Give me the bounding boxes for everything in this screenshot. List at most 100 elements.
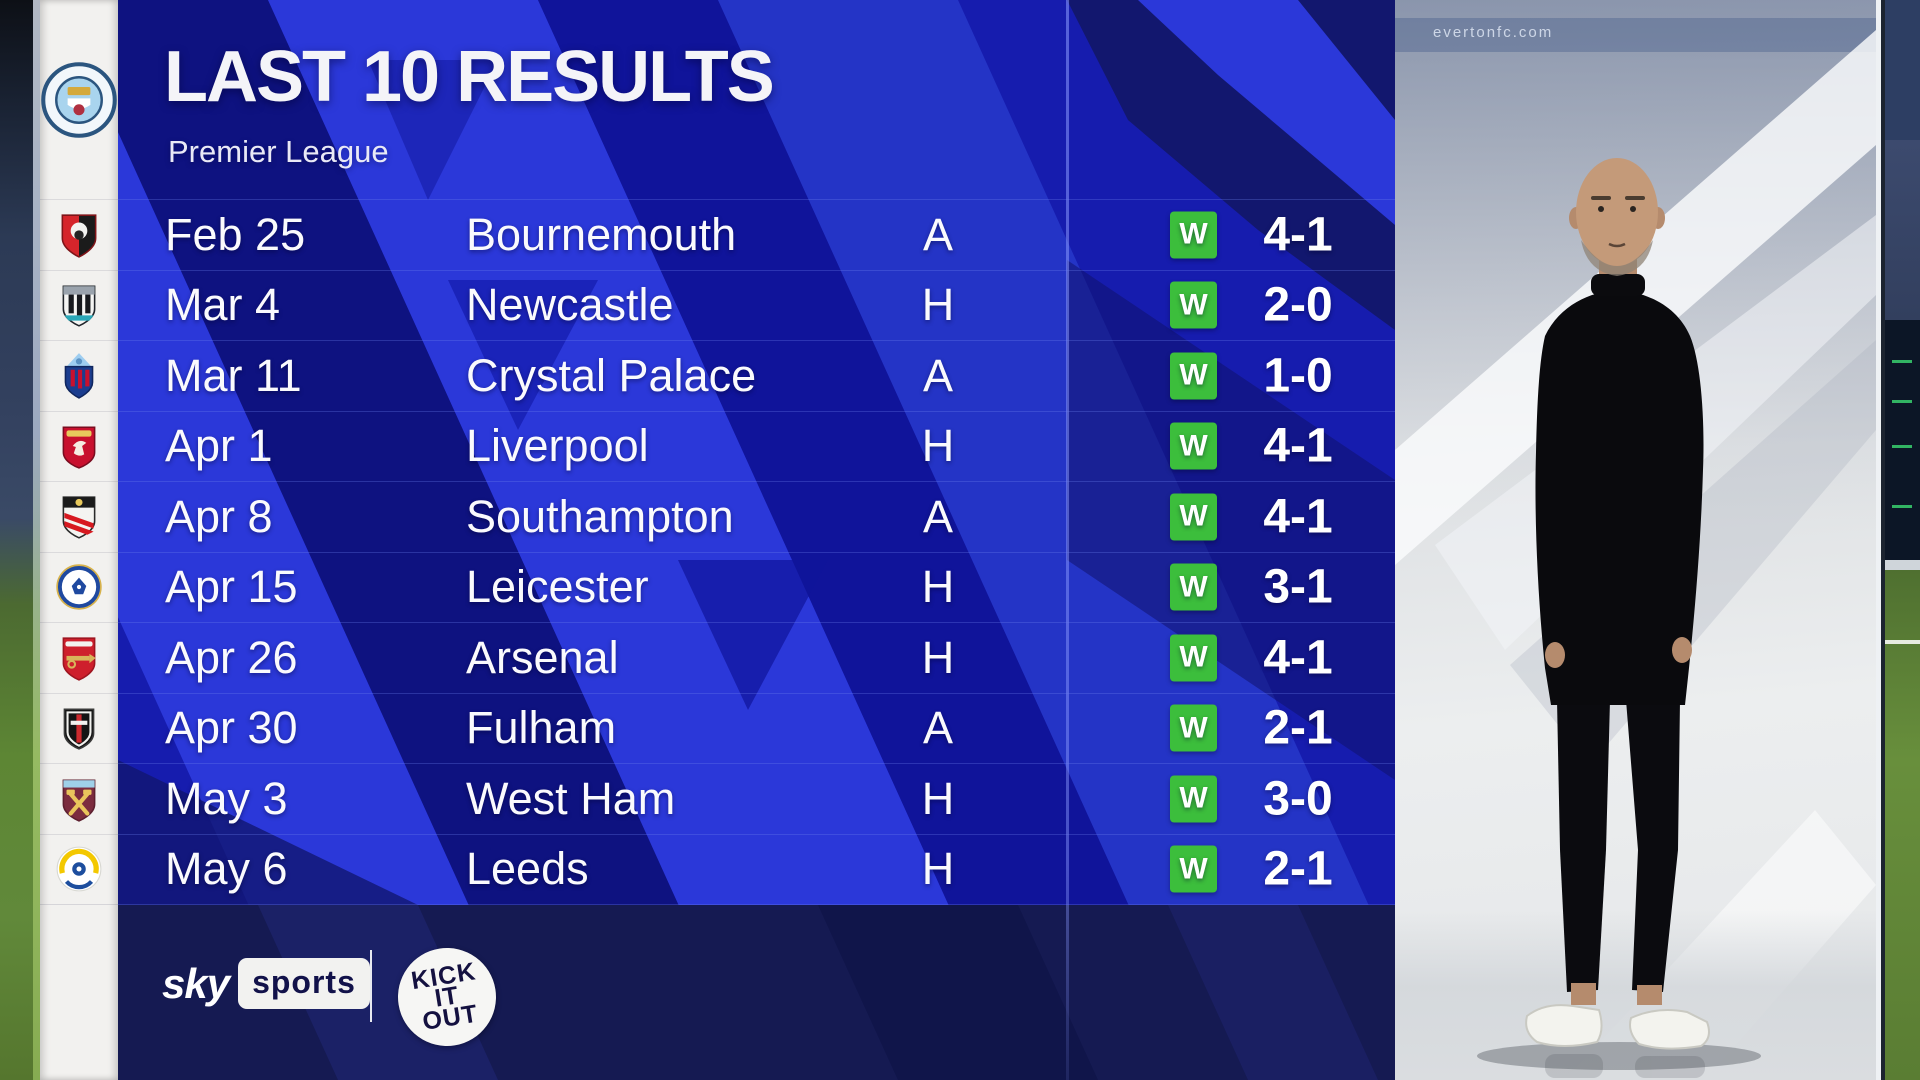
win-badge: W: [1170, 211, 1217, 259]
win-badge: W: [1170, 704, 1217, 752]
result-row: May 6 Leeds H W 2-1: [118, 833, 1395, 905]
crest-cell-fulham: [40, 692, 118, 764]
result-row: Apr 30 Fulham A W 2-1: [118, 692, 1395, 764]
opponent-name: Fulham: [466, 702, 617, 754]
venue-flag: H: [921, 420, 955, 472]
match-date: Apr 15: [165, 561, 298, 613]
venue-flag: A: [922, 490, 953, 542]
match-date: Apr 26: [165, 631, 298, 683]
video-sliver: [1885, 0, 1920, 1080]
kio-line: OUT: [420, 999, 480, 1036]
venue-flag: A: [922, 208, 953, 260]
sky-wordmark: sky: [162, 959, 230, 1007]
venue-flag: H: [921, 772, 955, 824]
crest-cell-newcastle: [40, 269, 118, 341]
result-letter: W: [1179, 429, 1208, 463]
result-row: Apr 15 Leicester H W 3-1: [118, 551, 1395, 623]
win-badge: W: [1170, 634, 1217, 682]
crest-cell-bournemouth: [40, 199, 118, 270]
venue-flag: H: [921, 843, 955, 895]
result-letter: W: [1179, 358, 1208, 392]
opponent-name: Crystal Palace: [466, 349, 757, 401]
opponent-name: Bournemouth: [466, 208, 737, 260]
match-date: Apr 30: [165, 702, 298, 754]
result-letter: W: [1179, 640, 1208, 674]
leeds-crest: [56, 846, 102, 892]
match-score: 2-1: [1263, 701, 1333, 755]
scoreboard-led-line: [1892, 505, 1912, 508]
opponent-name: Southampton: [466, 490, 734, 542]
result-row: May 3 West Ham H W 3-0: [118, 763, 1395, 834]
arsenal-crest: [62, 637, 96, 681]
opponent-name: Leeds: [466, 843, 589, 895]
match-score: 4-1: [1263, 419, 1333, 473]
pitch-line: [1885, 640, 1920, 644]
newcastle-crest: [62, 285, 96, 327]
crystal-palace-crest: [64, 352, 94, 399]
crest-cell-southampton: [40, 481, 118, 552]
sports-wordmark: sports: [238, 958, 370, 1009]
result-row: Mar 11 Crystal Palace A W 1-0: [118, 340, 1395, 411]
bournemouth-crest: [61, 214, 97, 258]
match-score: 4-1: [1263, 631, 1333, 685]
match-score: 1-0: [1263, 349, 1333, 403]
match-date: Apr 8: [165, 490, 273, 542]
result-letter: W: [1179, 711, 1208, 745]
opponent-name: West Ham: [466, 772, 676, 824]
result-letter: W: [1179, 852, 1208, 886]
west-ham-crest: [62, 779, 96, 822]
venue-flag: H: [921, 631, 955, 683]
result-letter: W: [1179, 570, 1208, 604]
result-row: Feb 25 Bournemouth A W 4-1: [118, 199, 1395, 270]
match-date: Mar 4: [165, 279, 281, 331]
crest-cell-west-ham: [40, 763, 118, 834]
manchester-city-crest: [41, 61, 117, 138]
win-badge: W: [1170, 775, 1217, 823]
match-score: 3-0: [1263, 772, 1333, 826]
scoreboard-led-line: [1892, 360, 1912, 363]
venue-flag: H: [921, 561, 955, 613]
rail-divider: [40, 904, 118, 905]
stadium-video-left-edge: [0, 0, 40, 1080]
fulham-crest: [63, 708, 95, 750]
results-panel: LAST 10 RESULTS Premier League Feb 25 Bo…: [118, 0, 1395, 1080]
opponent-name: Arsenal: [466, 631, 619, 683]
result-letter: W: [1179, 499, 1208, 533]
crest-cell-leeds: [40, 833, 118, 905]
match-score: 3-1: [1263, 560, 1333, 614]
win-badge: W: [1170, 845, 1217, 893]
sky-sports-logo: sky sports: [162, 958, 370, 1009]
result-letter: W: [1179, 288, 1208, 322]
win-badge: W: [1170, 422, 1217, 470]
manager-photo: [1477, 158, 1761, 1078]
venue-flag: A: [922, 702, 953, 754]
crest-cell-arsenal: [40, 622, 118, 693]
team-crest-rail: [40, 0, 118, 1080]
match-date: Mar 11: [165, 349, 302, 401]
win-badge: W: [1170, 563, 1217, 611]
opponent-name: Newcastle: [466, 279, 674, 331]
panel-edge-shadow: [1881, 0, 1885, 1080]
match-score: 4-1: [1263, 208, 1333, 262]
match-date: May 6: [165, 843, 288, 895]
crest-cell-crystal-palace: [40, 340, 118, 411]
stand-fascia: [1395, 18, 1876, 52]
match-date: Feb 25: [165, 208, 306, 260]
venue-flag: H: [921, 279, 955, 331]
video-glare-streak: [33, 0, 40, 1080]
crest-cell-liverpool: [40, 410, 118, 482]
opponent-name: Leicester: [466, 561, 649, 613]
match-date: May 3: [165, 772, 288, 824]
scoreboard-led-line: [1892, 445, 1912, 448]
result-letter: W: [1179, 781, 1208, 815]
result-row: Apr 8 Southampton A W 4-1: [118, 481, 1395, 552]
photo-panel: evertonfc.com: [1395, 0, 1920, 1080]
logo-separator: [370, 950, 372, 1022]
stadium-ad-text: evertonfc.com: [1433, 24, 1554, 41]
crest-cell-leicester: [40, 551, 118, 623]
results-list: Feb 25 Bournemouth A W 4-1 Mar 4 Newcast…: [118, 199, 1395, 905]
result-row: Mar 4 Newcastle H W 2-0: [118, 269, 1395, 341]
result-letter: W: [1179, 217, 1208, 251]
scoreboard-led-line: [1892, 400, 1912, 403]
